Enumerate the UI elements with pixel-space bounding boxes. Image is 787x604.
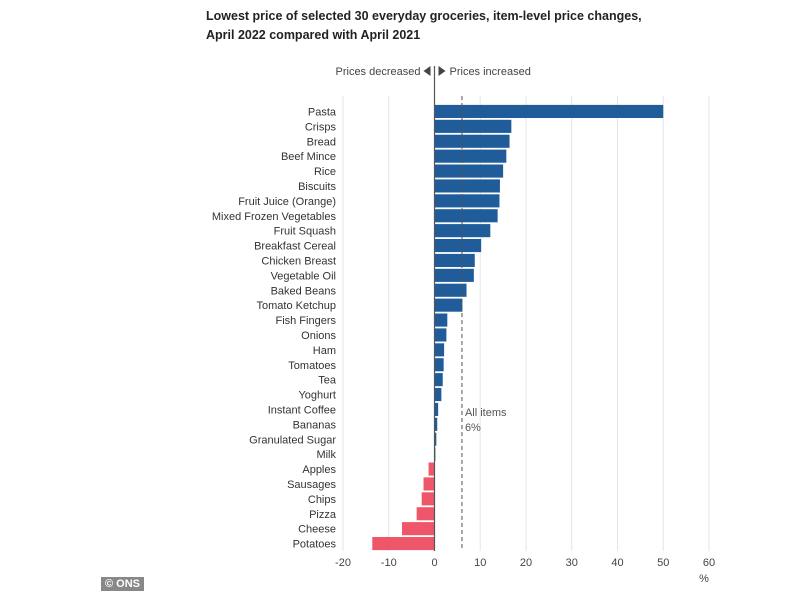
x-tick-labels: -20 -10 0 10 20 30 40 50 60 bbox=[335, 557, 715, 569]
x-tick-label: -20 bbox=[335, 557, 351, 569]
category-label: Onions bbox=[301, 330, 336, 342]
x-tick-label: 40 bbox=[611, 557, 623, 569]
reference-label-line-2: 6% bbox=[465, 422, 481, 434]
category-label: Breakfast Cereal bbox=[254, 241, 336, 253]
bar bbox=[428, 462, 435, 476]
bar bbox=[434, 238, 482, 253]
category-label: Ham bbox=[313, 345, 336, 357]
bar bbox=[434, 194, 500, 208]
bar bbox=[434, 134, 510, 148]
x-tick-label: 50 bbox=[657, 557, 669, 569]
category-label: Beef Mince bbox=[281, 151, 336, 163]
bar bbox=[434, 283, 467, 297]
bar bbox=[434, 358, 444, 372]
x-tick-label: 60 bbox=[703, 557, 715, 569]
chart-title: Lowest price of selected 30 everyday gro… bbox=[206, 7, 726, 45]
category-label: Crisps bbox=[305, 121, 337, 133]
bar bbox=[434, 387, 442, 402]
category-label: Fish Fingers bbox=[275, 315, 336, 327]
category-label: Tomatoes bbox=[288, 360, 336, 372]
category-label: Tea bbox=[318, 375, 337, 387]
category-label: Cheese bbox=[298, 524, 336, 536]
category-label: Chips bbox=[308, 494, 337, 506]
bar bbox=[372, 536, 435, 551]
bar bbox=[434, 149, 507, 163]
category-label: Potatoes bbox=[293, 539, 337, 551]
bar bbox=[434, 119, 512, 133]
bar bbox=[421, 492, 435, 506]
bar bbox=[434, 328, 447, 342]
chart-title-line-2: April 2022 compared with April 2021 bbox=[206, 28, 421, 42]
bar bbox=[434, 313, 448, 327]
left-arrow-icon bbox=[423, 66, 431, 76]
category-label: Bananas bbox=[293, 419, 337, 431]
category-label: Bread bbox=[307, 136, 336, 148]
chart-title-line-1: Lowest price of selected 30 everyday gro… bbox=[206, 9, 642, 23]
reference-label-line-1: All items bbox=[465, 407, 507, 419]
bar bbox=[434, 164, 504, 178]
x-tick-label: 0 bbox=[431, 557, 437, 569]
category-label: Milk bbox=[316, 449, 336, 461]
bar bbox=[434, 417, 438, 431]
x-tick-label: 10 bbox=[474, 557, 486, 569]
x-tick-label: 30 bbox=[566, 557, 578, 569]
bar bbox=[423, 477, 435, 491]
x-axis-label: % bbox=[699, 573, 709, 585]
category-label: Sausages bbox=[287, 479, 336, 491]
bar bbox=[434, 179, 500, 193]
category-label: Fruit Squash bbox=[274, 226, 336, 238]
category-label: Tomato Ketchup bbox=[257, 300, 337, 312]
bar bbox=[434, 298, 463, 312]
category-label: Vegetable Oil bbox=[271, 270, 336, 282]
bar bbox=[434, 268, 474, 282]
x-tick-label: -10 bbox=[381, 557, 397, 569]
category-labels: Pasta Crisps Bread Beef Mince Rice Biscuits Fr… bbox=[212, 106, 337, 550]
bar bbox=[402, 522, 435, 536]
bar bbox=[434, 343, 445, 357]
category-label: Yoghurt bbox=[298, 390, 336, 402]
bar bbox=[434, 402, 439, 417]
category-label: Chicken Breast bbox=[261, 255, 336, 267]
grid-lines bbox=[342, 96, 710, 551]
category-label: Apples bbox=[302, 464, 336, 476]
category-label: Granulated Sugar bbox=[249, 434, 336, 446]
category-label: Mixed Frozen Vegetables bbox=[212, 211, 337, 223]
bar bbox=[434, 432, 437, 446]
x-tick-label: 20 bbox=[520, 557, 532, 569]
category-label: Pasta bbox=[308, 106, 337, 118]
category-label: Rice bbox=[314, 166, 336, 178]
category-label: Instant Coffee bbox=[268, 404, 336, 416]
right-arrow-icon bbox=[438, 66, 446, 76]
bar bbox=[434, 104, 664, 119]
category-label: Pizza bbox=[309, 509, 337, 521]
bar bbox=[434, 373, 443, 387]
bar bbox=[416, 507, 435, 521]
prices-decreased-label: Prices decreased bbox=[336, 66, 421, 78]
category-label: Baked Beans bbox=[271, 285, 337, 297]
bar bbox=[434, 209, 498, 223]
ons-credit: © ONS bbox=[101, 577, 144, 591]
category-label: Biscuits bbox=[298, 181, 336, 193]
prices-increased-label: Prices increased bbox=[450, 66, 531, 78]
bars bbox=[372, 104, 664, 551]
bar bbox=[434, 253, 475, 268]
category-label: Fruit Juice (Orange) bbox=[238, 196, 336, 208]
